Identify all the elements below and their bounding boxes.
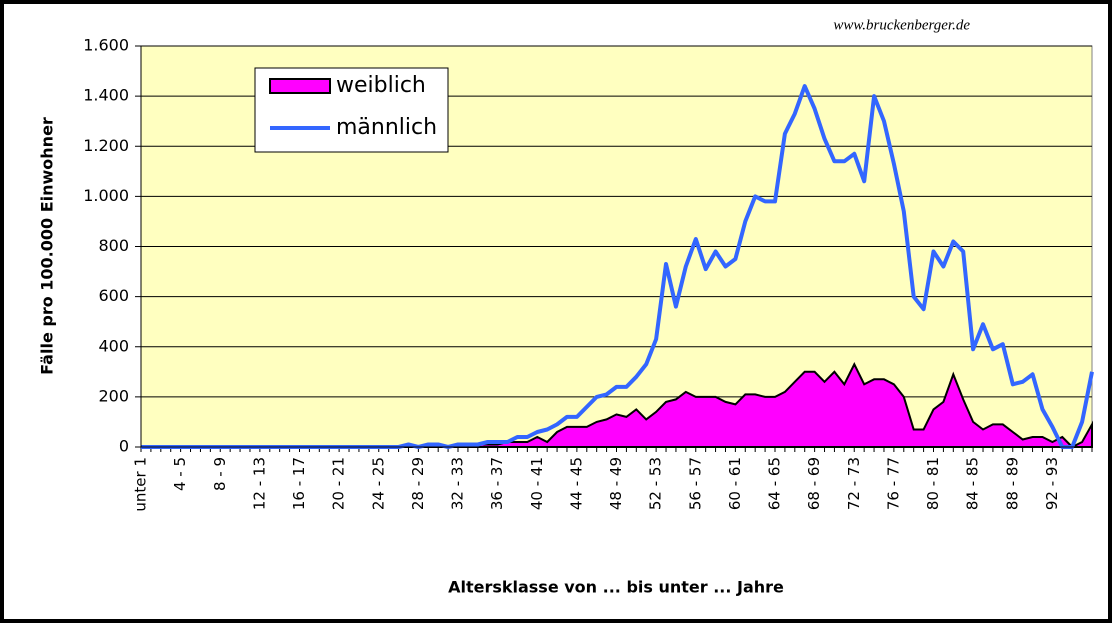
x-tick-label: 72 - 73 (845, 457, 863, 510)
y-tick-label: 1.000 (83, 186, 129, 205)
x-tick-label: 84 - 85 (964, 457, 982, 510)
x-tick-label: 48 - 49 (607, 457, 625, 510)
x-tick-label: 16 - 17 (290, 457, 308, 510)
y-tick-label: 1.400 (83, 86, 129, 105)
x-tick-label: 64 - 65 (766, 457, 784, 510)
legend: weiblich männlich (254, 67, 449, 153)
x-axis-label: Altersklasse von ... bis unter ... Jahre (448, 578, 784, 597)
x-tick-label: 36 - 37 (488, 457, 506, 510)
x-tick-label: 40 - 41 (528, 457, 546, 510)
x-tick-label: 24 - 25 (369, 457, 387, 510)
x-tick-label: unter 1 (132, 457, 150, 512)
x-tick-label: 52 - 53 (647, 457, 665, 510)
legend-swatch (269, 78, 331, 94)
y-tick-label: 1.200 (83, 136, 129, 155)
x-tick-label: 12 - 13 (250, 457, 268, 510)
x-tick-label: 28 - 29 (409, 457, 427, 510)
x-tick-label: 4 - 5 (171, 457, 189, 491)
x-tick-label: 8 - 9 (211, 457, 229, 491)
x-tick-label: 92 - 93 (1043, 457, 1061, 510)
x-tick-label: 80 - 81 (924, 457, 942, 510)
y-tick-label: 1.600 (83, 36, 129, 55)
y-tick-label: 600 (98, 286, 129, 305)
x-tick-label: 44 - 45 (567, 457, 585, 510)
legend-label: weiblich (336, 73, 426, 98)
legend-label: männlich (336, 115, 437, 140)
y-axis-label: Fälle pro 100.000 Einwohner (38, 117, 57, 375)
x-tick-label: 20 - 21 (330, 457, 348, 510)
x-tick-label: 88 - 89 (1003, 457, 1021, 510)
y-tick-label: 400 (98, 336, 129, 355)
x-tick-label: 76 - 77 (884, 457, 902, 510)
source: www.bruckenberger.de (833, 17, 970, 33)
y-tick-label: 0 (119, 437, 129, 456)
x-tick-label: 56 - 57 (686, 457, 704, 510)
y-tick-label: 200 (98, 386, 129, 405)
x-tick-label: 32 - 33 (449, 457, 467, 510)
x-tick-label: 60 - 61 (726, 457, 744, 510)
y-tick-label: 800 (98, 236, 129, 255)
x-tick-label: 68 - 69 (805, 457, 823, 510)
